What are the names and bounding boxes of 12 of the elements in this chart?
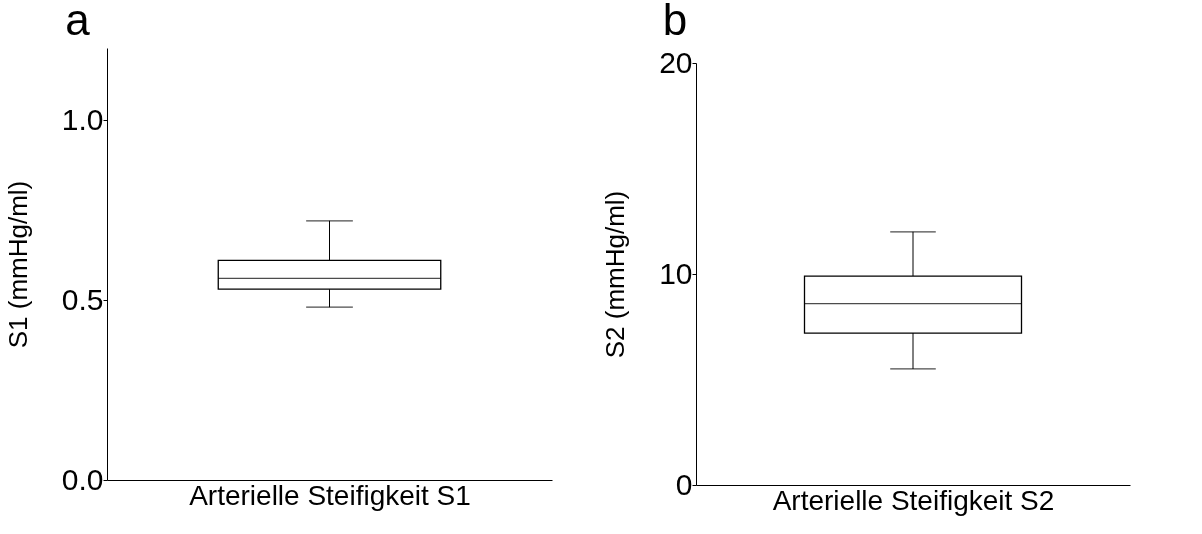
chart-title: a <box>65 0 91 44</box>
y-tick-label: 0.0 <box>61 462 104 496</box>
x-axis-title: Arterielle Steifigkeit S2 <box>772 484 1055 516</box>
y-tick-label: 1.0 <box>61 102 104 136</box>
y-axis-title: S2 (mmHg/ml) <box>600 190 631 359</box>
y-tick-label: 20 <box>659 45 693 79</box>
y-tick-label: 0 <box>675 467 693 501</box>
y-axis-title: S1 (mmHg/ml) <box>2 180 33 349</box>
y-tick-label: 0.5 <box>61 282 104 316</box>
chart-title: b <box>662 0 688 44</box>
x-axis-title: Arterielle Steifigkeit S1 <box>189 479 471 511</box>
y-tick-label: 10 <box>659 256 693 290</box>
